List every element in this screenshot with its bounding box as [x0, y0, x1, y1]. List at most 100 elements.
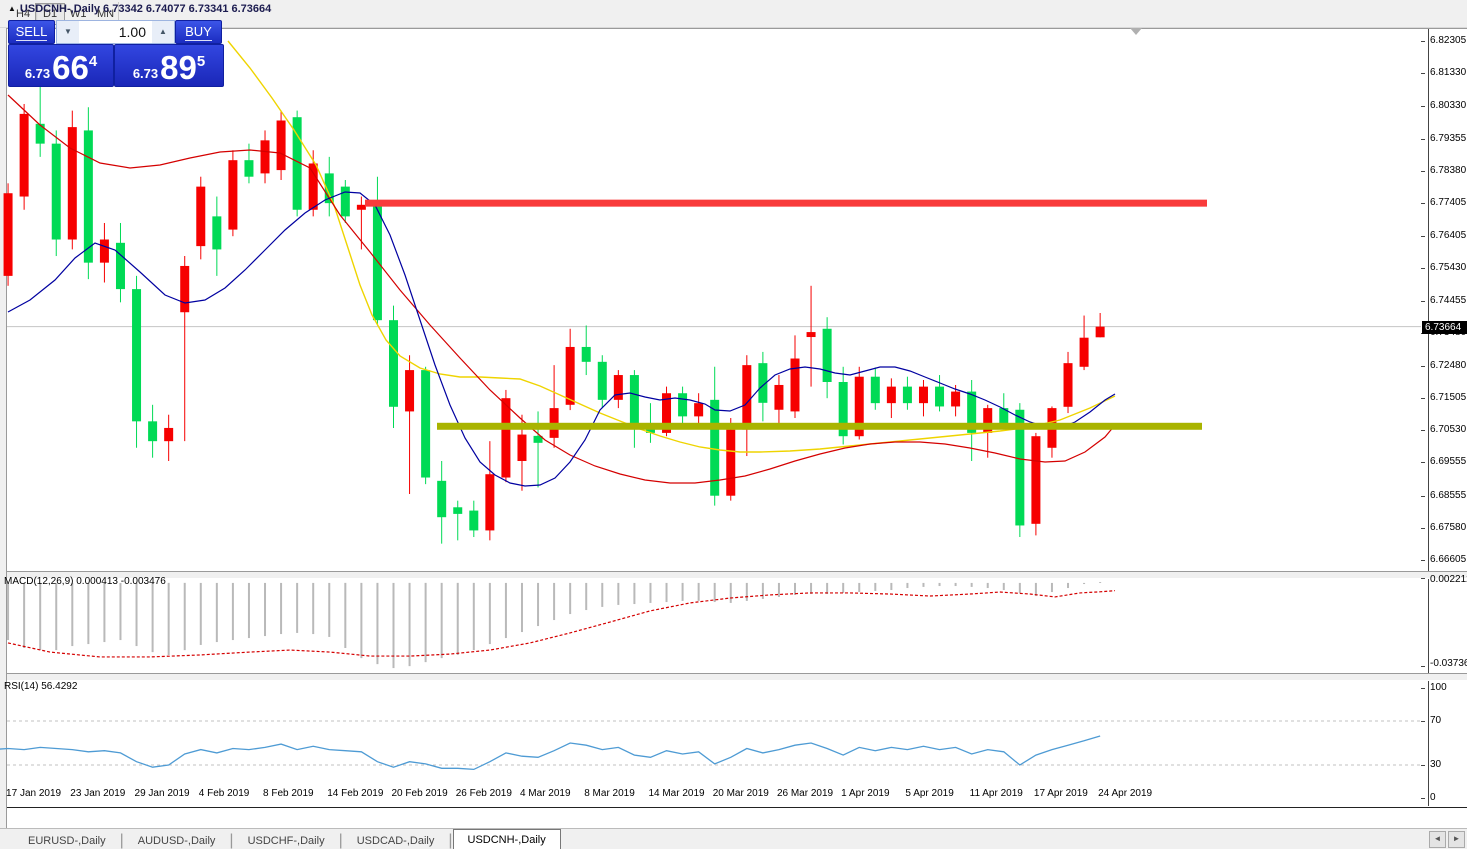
axis-tick [1421, 202, 1425, 204]
date-axis-label: 23 Jan 2019 [70, 788, 126, 799]
date-axis-label: 20 Feb 2019 [391, 788, 448, 799]
rsi-scale-label: 0 [1430, 792, 1436, 803]
current-price-badge: 6.73664 [1422, 320, 1467, 334]
macd-scale-top: 0.002212 [1430, 574, 1467, 585]
tab-scroll-buttons: ◄ ► [1429, 831, 1465, 848]
sell-price-point: 4 [88, 53, 98, 70]
buy-price-pips: 89 [160, 49, 197, 86]
timeframe-button-h4[interactable]: H4 [16, 8, 31, 20]
buy-price-button[interactable]: 6.73 89 5 [114, 44, 224, 87]
date-axis-label: 14 Feb 2019 [327, 788, 384, 799]
rsi-panel-separator[interactable] [7, 673, 1467, 681]
buy-button-label: BUY [185, 24, 212, 41]
chart-tab-bar: EURUSD-,Daily | AUDUSD-,Daily | USDCHF-,Dail… [0, 828, 1467, 849]
volume-decrease-button[interactable]: ▼ [57, 21, 79, 43]
volume-control: ▼ 1.00 ▲ [56, 20, 175, 44]
volume-increase-button[interactable]: ▲ [152, 21, 174, 43]
rsi-scale-label: 30 [1430, 759, 1442, 770]
date-axis-label: 14 Mar 2019 [648, 788, 705, 799]
axis-tick [1421, 236, 1425, 238]
date-axis-label: 29 Jan 2019 [134, 788, 190, 799]
axis-tick [1421, 138, 1425, 140]
axis-tick [1421, 106, 1425, 108]
date-axis-label: 24 Apr 2019 [1098, 788, 1153, 799]
price-axis-label: 6.80330 [1430, 100, 1467, 112]
date-axis[interactable] [7, 807, 1467, 829]
chart-title: ▲ USDCNH-,Daily 6.73342 6.74077 6.73341 6… [8, 3, 271, 15]
tab-eurusd-daily[interactable]: EURUSD-,Daily [28, 835, 106, 847]
chart-window[interactable] [6, 28, 1467, 829]
tabs: EURUSD-,Daily | AUDUSD-,Daily | USDCHF-,Dail… [14, 829, 561, 849]
date-axis-label: 17 Jan 2019 [6, 788, 62, 799]
buy-button[interactable]: BUY [175, 20, 222, 44]
tab-usdcad-daily[interactable]: USDCAD-,Daily [356, 835, 435, 847]
date-axis-label: 4 Mar 2019 [519, 788, 571, 799]
symbol-arrow-icon: ▲ [8, 4, 16, 13]
buy-price-prefix: 6.73 [132, 66, 159, 81]
axis-tick [1421, 300, 1425, 302]
axis-tick [1421, 73, 1425, 75]
date-axis-label: 11 Apr 2019 [969, 788, 1023, 799]
price-axis-label: 6.68555 [1430, 489, 1467, 501]
chart-title-text: USDCNH-,Daily 6.73342 6.74077 6.73341 6.… [19, 3, 272, 15]
price-axis-label: 6.78380 [1430, 164, 1467, 176]
axis-tick [1421, 666, 1425, 667]
axis-tick [1421, 170, 1425, 172]
one-click-trade-panel: SELL ▼ 1.00 ▲ BUY 6.73 66 4 6.73 89 5 [8, 20, 224, 87]
toolbar-divider [118, 2, 119, 25]
macd-panel-separator[interactable] [7, 571, 1467, 579]
price-axis-border [1428, 29, 1429, 806]
tab-scroll-right-button[interactable]: ► [1448, 831, 1465, 848]
price-axis-label: 6.75430 [1430, 262, 1467, 274]
timeframe-button-w1[interactable]: W1 [70, 8, 87, 20]
date-axis-label: 5 Apr 2019 [905, 788, 954, 799]
axis-tick [1421, 798, 1425, 799]
sell-button[interactable]: SELL [8, 20, 55, 44]
timeframe-button-d1[interactable]: D1 [35, 3, 66, 25]
axis-tick [1421, 398, 1425, 400]
volume-input[interactable]: 1.00 [118, 24, 146, 40]
axis-tick [1421, 430, 1425, 432]
price-axis-label: 6.67580 [1430, 521, 1467, 533]
tab-usdchf-daily[interactable]: USDCHF-,Daily [247, 835, 325, 847]
axis-tick [1421, 268, 1425, 270]
price-axis-label: 6.81330 [1430, 67, 1467, 79]
axis-tick [1421, 688, 1425, 689]
price-axis-label: 6.71505 [1430, 392, 1467, 404]
rsi-scale-label: 70 [1430, 715, 1442, 726]
rsi-scale-label: 100 [1430, 682, 1447, 693]
axis-tick [1421, 578, 1425, 579]
macd-scale-bottom: -0.037368 [1430, 658, 1467, 669]
date-axis-label: 1 Apr 2019 [841, 788, 890, 799]
date-axis-label: 20 Mar 2019 [712, 788, 769, 799]
axis-tick [1421, 560, 1425, 561]
tab-usdcnh-daily[interactable]: USDCNH-,Daily [452, 829, 561, 849]
date-axis-label: 26 Feb 2019 [455, 788, 512, 799]
tab-scroll-left-button[interactable]: ◄ [1429, 831, 1446, 848]
axis-tick [1421, 527, 1425, 529]
sell-price-button[interactable]: 6.73 66 4 [8, 44, 114, 87]
price-axis-label: 6.77405 [1430, 196, 1467, 208]
tab-divider: | [448, 832, 453, 849]
price-axis-label: 6.82305 [1430, 35, 1467, 46]
timeframe-toolbar: H4 D1 W1 MN [0, 0, 1467, 28]
date-axis-label: 8 Mar 2019 [584, 788, 635, 799]
date-axis-label: 8 Feb 2019 [263, 788, 314, 799]
axis-tick [1421, 365, 1425, 367]
date-axis-label: 17 Apr 2019 [1033, 788, 1088, 799]
date-axis-label: 4 Feb 2019 [198, 788, 250, 799]
sell-price-pips: 66 [52, 49, 89, 86]
timeframe-button-mn[interactable]: MN [97, 8, 115, 20]
sell-button-label: SELL [15, 24, 48, 41]
tab-divider: | [229, 832, 234, 849]
tab-divider: | [119, 832, 124, 849]
price-axis-label: 6.74455 [1430, 294, 1467, 306]
tab-audusd-daily[interactable]: AUDUSD-,Daily [137, 835, 216, 847]
trade-top-row: SELL ▼ 1.00 ▲ BUY [8, 20, 224, 44]
rsi-label: RSI(14) 56.4292 [4, 681, 78, 692]
axis-tick [1421, 721, 1425, 722]
price-axis-label: 6.69555 [1430, 456, 1467, 468]
price-axis-label: 6.79355 [1430, 132, 1467, 144]
axis-tick [1421, 495, 1425, 497]
